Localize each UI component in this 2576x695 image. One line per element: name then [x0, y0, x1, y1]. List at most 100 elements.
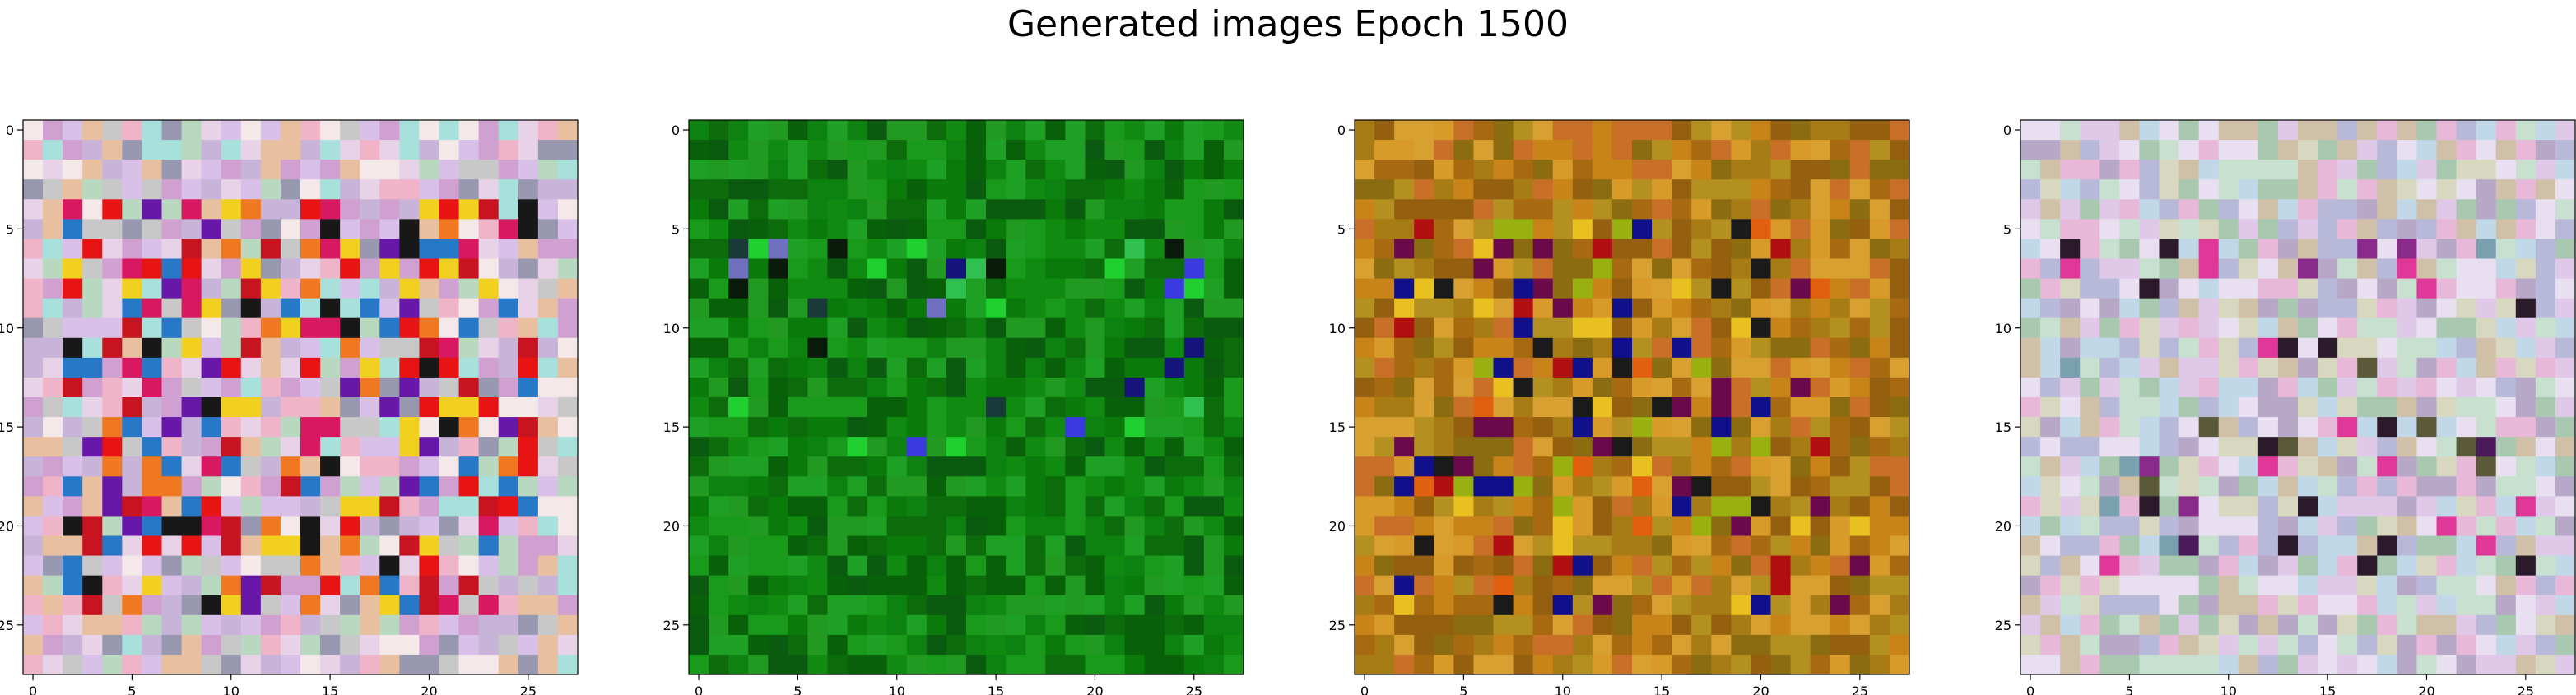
pixel-cell — [1473, 496, 1494, 517]
pixel-cell — [1494, 556, 1514, 577]
pixel-cell — [479, 318, 500, 339]
pixel-cell — [479, 417, 500, 438]
pixel-cell — [2337, 615, 2358, 636]
pixel-cell — [1830, 279, 1851, 299]
pixel-cell — [2040, 199, 2061, 220]
pixel-cell — [1830, 516, 1851, 536]
pixel-cell — [828, 476, 849, 497]
pixel-cell — [788, 219, 808, 239]
pixel-cell — [23, 595, 44, 616]
pixel-cell — [1125, 239, 1146, 259]
pixel-cell — [518, 179, 539, 200]
pixel-cell — [340, 259, 360, 280]
pixel-cell — [1006, 655, 1026, 675]
x-tick-label: 20 — [421, 683, 437, 695]
pixel-cell — [1612, 576, 1633, 596]
pixel-cell — [419, 516, 439, 536]
pixel-cell — [261, 140, 281, 160]
pixel-cell — [281, 299, 301, 319]
pixel-cell — [887, 259, 908, 280]
pixel-cell — [1711, 595, 1732, 616]
pixel-cell — [23, 576, 44, 596]
pixel-cell — [728, 556, 749, 577]
pixel-cell — [848, 496, 868, 517]
pixel-cell — [1791, 259, 1811, 280]
pixel-cell — [1414, 456, 1434, 477]
pixel-cell — [1573, 179, 1593, 200]
x-tick-label: 20 — [1752, 683, 1769, 695]
pixel-cell — [379, 397, 400, 418]
pixel-cell — [1434, 595, 1454, 616]
pixel-cell — [1085, 160, 1105, 180]
pixel-cell — [2080, 219, 2100, 239]
pixel-cell — [1691, 556, 1712, 577]
pixel-cell — [1045, 140, 1066, 160]
pixel-cell — [2476, 120, 2497, 141]
pixel-cell — [1394, 239, 1415, 259]
pixel-cell — [1165, 259, 1185, 280]
pixel-cell — [479, 437, 500, 457]
pixel-cell — [1374, 556, 1395, 577]
pixel-cell — [241, 595, 262, 616]
pixel-cell — [241, 437, 262, 457]
pixel-cell — [142, 556, 162, 577]
pixel-cell — [419, 179, 439, 200]
pixel-cell — [768, 358, 788, 378]
pixel-cell — [1184, 160, 1205, 180]
pixel-cell — [1494, 378, 1514, 398]
pixel-cell — [419, 318, 439, 339]
pixel-cell — [63, 179, 83, 200]
pixel-cell — [479, 140, 500, 160]
pixel-cell — [1612, 219, 1633, 239]
pixel-cell — [419, 358, 439, 378]
pixel-cell — [2020, 556, 2041, 577]
pixel-cell — [102, 437, 123, 457]
pixel-cell — [788, 318, 808, 339]
pixel-cell — [788, 120, 808, 141]
pixel-cell — [241, 576, 262, 596]
pixel-cell — [1850, 397, 1871, 418]
pixel-cell — [2139, 279, 2160, 299]
pixel-cell — [1204, 140, 1225, 160]
pixel-cell — [1025, 456, 1046, 477]
pixel-cell — [2139, 437, 2160, 457]
pixel-cell — [1414, 655, 1434, 675]
pixel-cell — [459, 615, 480, 636]
pixel-cell — [2119, 576, 2140, 596]
pixel-cell — [2160, 417, 2180, 438]
pixel-cell — [2160, 179, 2180, 200]
pixel-cell — [1573, 635, 1593, 656]
pixel-cell — [728, 437, 749, 457]
pixel-cell — [281, 655, 301, 675]
pixel-cell — [2476, 279, 2497, 299]
pixel-cell — [867, 160, 888, 180]
pixel-cell — [43, 556, 63, 577]
pixel-cell — [1593, 437, 1613, 457]
y-tick-label: 25 — [1995, 618, 2011, 633]
pixel-cell — [768, 179, 788, 200]
pixel-cell — [1870, 655, 1890, 675]
pixel-cell — [538, 219, 559, 239]
pixel-cell — [1533, 140, 1554, 160]
pixel-cell — [202, 496, 222, 517]
pixel-cell — [379, 536, 400, 557]
pixel-cell — [63, 199, 83, 220]
y-tick-label: 20 — [663, 518, 680, 534]
pixel-cell — [788, 239, 808, 259]
pixel-cell — [1025, 595, 1046, 616]
pixel-cell — [479, 179, 500, 200]
pixel-cell — [1612, 536, 1633, 557]
pixel-cell — [1811, 318, 1831, 339]
pixel-cell — [2337, 378, 2358, 398]
pixel-cell — [1494, 476, 1514, 497]
pixel-cell — [946, 556, 967, 577]
pixel-cell — [142, 338, 162, 359]
pixel-cell — [2258, 259, 2279, 280]
pixel-cell — [1652, 140, 1672, 160]
pixel-cell — [1711, 417, 1732, 438]
pixel-cell — [728, 239, 749, 259]
pixel-cell — [1652, 536, 1672, 557]
pixel-cell — [1830, 536, 1851, 557]
pixel-cell — [1691, 397, 1712, 418]
pixel-cell — [518, 516, 539, 536]
